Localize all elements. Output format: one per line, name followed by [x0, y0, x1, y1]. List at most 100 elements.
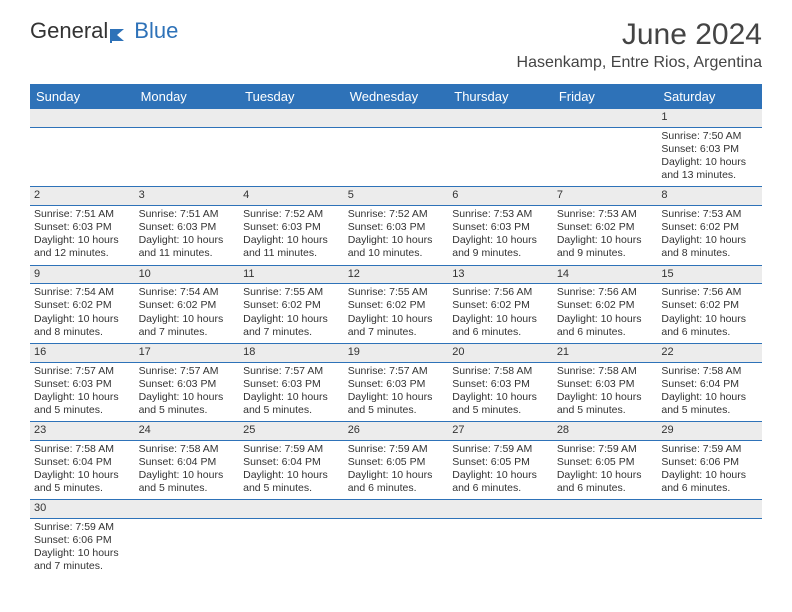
daylight-line-1: Daylight: 10 hours: [34, 234, 131, 247]
sunset-line: Sunset: 6:02 PM: [139, 299, 236, 312]
sunrise-line: Sunrise: 7:58 AM: [452, 365, 549, 378]
week-daynum-row: 16171819202122: [30, 343, 762, 362]
day-number-cell: [448, 500, 553, 519]
sunset-line: Sunset: 6:04 PM: [34, 456, 131, 469]
day-number-cell: 10: [135, 265, 240, 284]
sunrise-line: Sunrise: 7:54 AM: [139, 286, 236, 299]
day-detail-cell: [448, 519, 553, 578]
day-number-cell: [30, 109, 135, 127]
day-number-cell: 25: [239, 422, 344, 441]
daylight-line-1: Daylight: 10 hours: [139, 234, 236, 247]
day-detail-cell: Sunrise: 7:59 AMSunset: 6:05 PMDaylight:…: [344, 440, 449, 500]
day-header: Saturday: [657, 84, 762, 109]
daylight-line-1: Daylight: 10 hours: [557, 469, 654, 482]
daylight-line-1: Daylight: 10 hours: [661, 234, 758, 247]
day-header: Friday: [553, 84, 658, 109]
sunrise-line: Sunrise: 7:59 AM: [452, 443, 549, 456]
sunset-line: Sunset: 6:03 PM: [452, 378, 549, 391]
sunrise-line: Sunrise: 7:57 AM: [34, 365, 131, 378]
week-daynum-row: 9101112131415: [30, 265, 762, 284]
day-number-cell: 3: [135, 187, 240, 206]
sunset-line: Sunset: 6:02 PM: [557, 299, 654, 312]
daylight-line-2: and 5 minutes.: [139, 404, 236, 417]
week-detail-row: Sunrise: 7:51 AMSunset: 6:03 PMDaylight:…: [30, 206, 762, 266]
sunrise-line: Sunrise: 7:57 AM: [348, 365, 445, 378]
daylight-line-2: and 5 minutes.: [243, 404, 340, 417]
day-number-cell: 16: [30, 343, 135, 362]
sunrise-line: Sunrise: 7:51 AM: [34, 208, 131, 221]
week-detail-row: Sunrise: 7:54 AMSunset: 6:02 PMDaylight:…: [30, 284, 762, 344]
day-detail-cell: Sunrise: 7:55 AMSunset: 6:02 PMDaylight:…: [239, 284, 344, 344]
daylight-line-1: Daylight: 10 hours: [34, 313, 131, 326]
day-detail-cell: Sunrise: 7:58 AMSunset: 6:03 PMDaylight:…: [448, 362, 553, 422]
day-detail-cell: Sunrise: 7:59 AMSunset: 6:05 PMDaylight:…: [448, 440, 553, 500]
day-detail-cell: Sunrise: 7:52 AMSunset: 6:03 PMDaylight:…: [344, 206, 449, 266]
sunset-line: Sunset: 6:03 PM: [348, 378, 445, 391]
sunset-line: Sunset: 6:02 PM: [661, 299, 758, 312]
day-number-cell: 8: [657, 187, 762, 206]
day-header: Sunday: [30, 84, 135, 109]
week-detail-row: Sunrise: 7:57 AMSunset: 6:03 PMDaylight:…: [30, 362, 762, 422]
sunset-line: Sunset: 6:02 PM: [34, 299, 131, 312]
day-number-cell: 21: [553, 343, 658, 362]
day-detail-cell: Sunrise: 7:55 AMSunset: 6:02 PMDaylight:…: [344, 284, 449, 344]
day-number-cell: 29: [657, 422, 762, 441]
day-number-cell: 1: [657, 109, 762, 127]
day-detail-cell: Sunrise: 7:54 AMSunset: 6:02 PMDaylight:…: [30, 284, 135, 344]
daylight-line-1: Daylight: 10 hours: [348, 313, 445, 326]
daylight-line-1: Daylight: 10 hours: [348, 391, 445, 404]
daylight-line-2: and 6 minutes.: [452, 482, 549, 495]
week-daynum-row: 23242526272829: [30, 422, 762, 441]
week-detail-row: Sunrise: 7:58 AMSunset: 6:04 PMDaylight:…: [30, 440, 762, 500]
daylight-line-2: and 5 minutes.: [34, 404, 131, 417]
day-number-cell: 19: [344, 343, 449, 362]
sunset-line: Sunset: 6:03 PM: [557, 378, 654, 391]
day-header: Wednesday: [344, 84, 449, 109]
sunset-line: Sunset: 6:03 PM: [34, 378, 131, 391]
sunrise-line: Sunrise: 7:53 AM: [557, 208, 654, 221]
day-detail-cell: Sunrise: 7:59 AMSunset: 6:06 PMDaylight:…: [657, 440, 762, 500]
day-detail-cell: Sunrise: 7:57 AMSunset: 6:03 PMDaylight:…: [344, 362, 449, 422]
logo: General Blue: [30, 18, 178, 44]
sunset-line: Sunset: 6:04 PM: [661, 378, 758, 391]
sunrise-line: Sunrise: 7:50 AM: [661, 130, 758, 143]
day-detail-cell: [657, 519, 762, 578]
day-header-row: SundayMondayTuesdayWednesdayThursdayFrid…: [30, 84, 762, 109]
sunset-line: Sunset: 6:06 PM: [34, 534, 131, 547]
sunset-line: Sunset: 6:02 PM: [557, 221, 654, 234]
day-number-cell: 17: [135, 343, 240, 362]
sunrise-line: Sunrise: 7:51 AM: [139, 208, 236, 221]
sunset-line: Sunset: 6:03 PM: [139, 221, 236, 234]
daylight-line-1: Daylight: 10 hours: [243, 391, 340, 404]
day-detail-cell: [448, 127, 553, 187]
header: General Blue June 2024 Hasenkamp, Entre …: [30, 18, 762, 80]
day-header: Thursday: [448, 84, 553, 109]
calendar-body: 1Sunrise: 7:50 AMSunset: 6:03 PMDaylight…: [30, 109, 762, 578]
daylight-line-1: Daylight: 10 hours: [661, 313, 758, 326]
sunset-line: Sunset: 6:02 PM: [452, 299, 549, 312]
daylight-line-1: Daylight: 10 hours: [139, 313, 236, 326]
daylight-line-2: and 5 minutes.: [452, 404, 549, 417]
day-number-cell: 30: [30, 500, 135, 519]
day-detail-cell: Sunrise: 7:53 AMSunset: 6:02 PMDaylight:…: [657, 206, 762, 266]
daylight-line-1: Daylight: 10 hours: [661, 469, 758, 482]
week-daynum-row: 1: [30, 109, 762, 127]
daylight-line-2: and 9 minutes.: [557, 247, 654, 260]
day-number-cell: 2: [30, 187, 135, 206]
day-detail-cell: [344, 519, 449, 578]
sunrise-line: Sunrise: 7:58 AM: [557, 365, 654, 378]
day-number-cell: 11: [239, 265, 344, 284]
day-detail-cell: Sunrise: 7:51 AMSunset: 6:03 PMDaylight:…: [135, 206, 240, 266]
day-number-cell: [553, 109, 658, 127]
day-detail-cell: Sunrise: 7:51 AMSunset: 6:03 PMDaylight:…: [30, 206, 135, 266]
daylight-line-1: Daylight: 10 hours: [661, 391, 758, 404]
calendar-head: SundayMondayTuesdayWednesdayThursdayFrid…: [30, 84, 762, 109]
sunset-line: Sunset: 6:03 PM: [243, 221, 340, 234]
sunset-line: Sunset: 6:02 PM: [243, 299, 340, 312]
daylight-line-2: and 9 minutes.: [452, 247, 549, 260]
daylight-line-1: Daylight: 10 hours: [34, 547, 131, 560]
sunset-line: Sunset: 6:03 PM: [34, 221, 131, 234]
daylight-line-2: and 11 minutes.: [139, 247, 236, 260]
sunrise-line: Sunrise: 7:53 AM: [452, 208, 549, 221]
day-detail-cell: [553, 519, 658, 578]
